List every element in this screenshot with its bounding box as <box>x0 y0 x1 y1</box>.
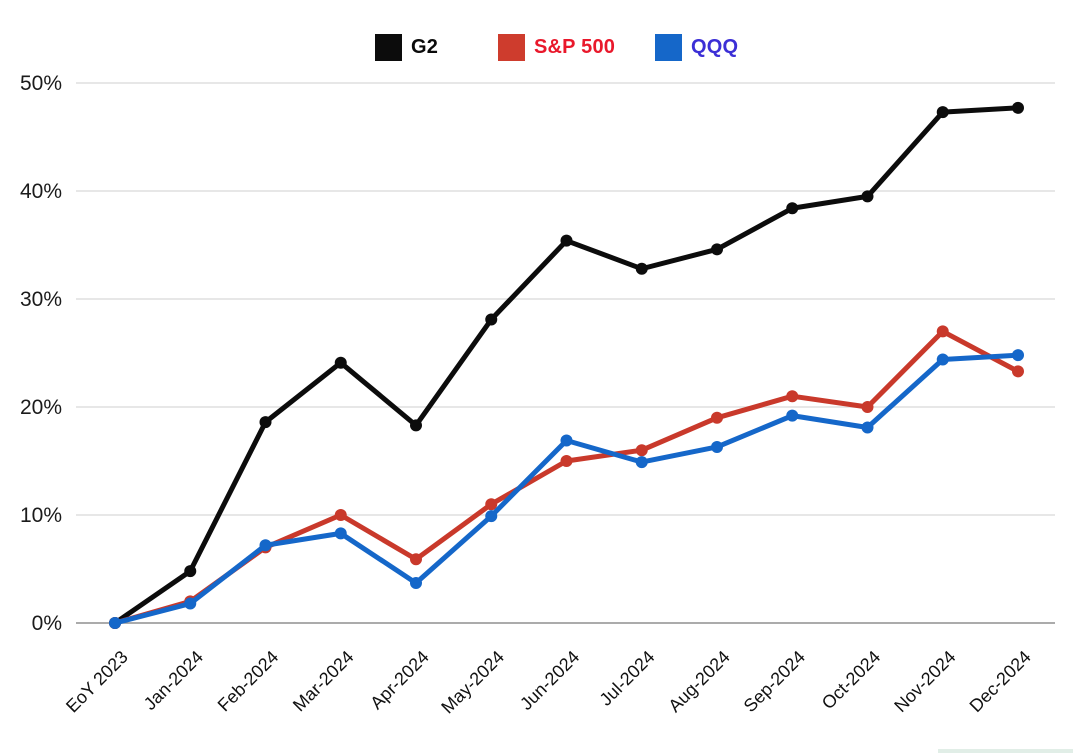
legend-swatch-qqq <box>655 34 682 61</box>
data-point-qqq <box>786 409 799 422</box>
data-point-g2 <box>485 313 498 326</box>
x-axis-tick-label: May-2024 <box>437 647 508 718</box>
x-axis-tick-label: Dec-2024 <box>965 647 1034 716</box>
x-axis-tick-label: Jun-2024 <box>516 647 583 714</box>
data-point-g2 <box>410 419 422 432</box>
data-point-sp500 <box>861 401 874 413</box>
data-point-g2 <box>635 262 648 275</box>
legend-label-g2: G2 <box>411 36 439 58</box>
bottom-edge-artifact <box>938 749 1073 753</box>
legend-item-sp500[interactable]: S&P 500 <box>498 34 615 61</box>
x-axis-tick-label: Apr-2024 <box>366 647 433 714</box>
x-axis-tick-label: Mar-2024 <box>289 647 358 716</box>
x-axis-tick-label: Jan-2024 <box>140 647 207 714</box>
x-axis-tick-label: Oct-2024 <box>818 647 885 714</box>
data-point-g2 <box>184 565 197 578</box>
y-axis-tick-label: 20% <box>20 396 62 419</box>
x-axis-tick-label: Jul-2024 <box>596 647 659 710</box>
legend-swatch-g2 <box>375 34 402 61</box>
data-point-qqq <box>861 421 874 434</box>
x-axis-tick-label: Nov-2024 <box>890 647 959 716</box>
data-point-g2 <box>786 202 799 215</box>
legend-swatch-sp500 <box>498 34 525 61</box>
data-point-qqq <box>1012 349 1024 362</box>
data-point-g2 <box>560 234 573 247</box>
data-point-g2 <box>936 106 949 119</box>
data-point-qqq <box>184 597 197 610</box>
data-point-qqq <box>109 617 121 629</box>
data-point-g2 <box>861 190 874 203</box>
data-point-sp500 <box>786 390 799 403</box>
y-axis-tick-label: 50% <box>20 72 62 95</box>
y-axis-tick-label: 10% <box>20 504 62 527</box>
y-axis-tick-label: 0% <box>32 612 62 635</box>
data-point-g2 <box>1012 101 1024 114</box>
data-point-g2 <box>334 356 347 369</box>
legend-label-qqq: QQQ <box>691 36 739 58</box>
legend-label-sp500: S&P 500 <box>534 36 616 58</box>
legend-item-qqq[interactable]: QQQ <box>655 34 738 61</box>
x-axis-tick-label: EoY 2023 <box>62 647 132 717</box>
data-point-sp500 <box>1012 365 1024 378</box>
x-axis-tick-label: Sep-2024 <box>740 647 809 716</box>
data-point-sp500 <box>635 444 648 457</box>
data-point-sp500 <box>711 411 723 424</box>
series-line-g2 <box>112 105 1021 626</box>
data-point-qqq <box>936 353 949 366</box>
data-point-sp500 <box>410 553 422 566</box>
x-axis-tick-label: Aug-2024 <box>664 647 733 716</box>
data-point-sp500 <box>936 325 949 338</box>
series-line-sp500 <box>112 328 1021 626</box>
y-axis-tick-label: 40% <box>20 180 62 203</box>
data-point-qqq <box>259 539 272 552</box>
data-point-qqq <box>711 440 723 453</box>
legend: G2 S&P 500 QQQ <box>0 34 1073 66</box>
data-point-qqq <box>334 527 347 540</box>
data-point-sp500 <box>485 498 498 511</box>
legend-item-g2[interactable]: G2 <box>375 34 438 61</box>
data-point-g2 <box>711 243 723 256</box>
y-axis-tick-label: 30% <box>20 288 62 311</box>
data-point-sp500 <box>334 509 347 521</box>
data-point-qqq <box>485 510 498 523</box>
data-point-g2 <box>259 416 272 429</box>
x-axis-tick-label: Feb-2024 <box>214 647 283 716</box>
data-point-qqq <box>635 456 648 469</box>
data-point-qqq <box>410 577 422 590</box>
data-point-qqq <box>560 434 573 447</box>
data-point-sp500 <box>560 455 573 467</box>
